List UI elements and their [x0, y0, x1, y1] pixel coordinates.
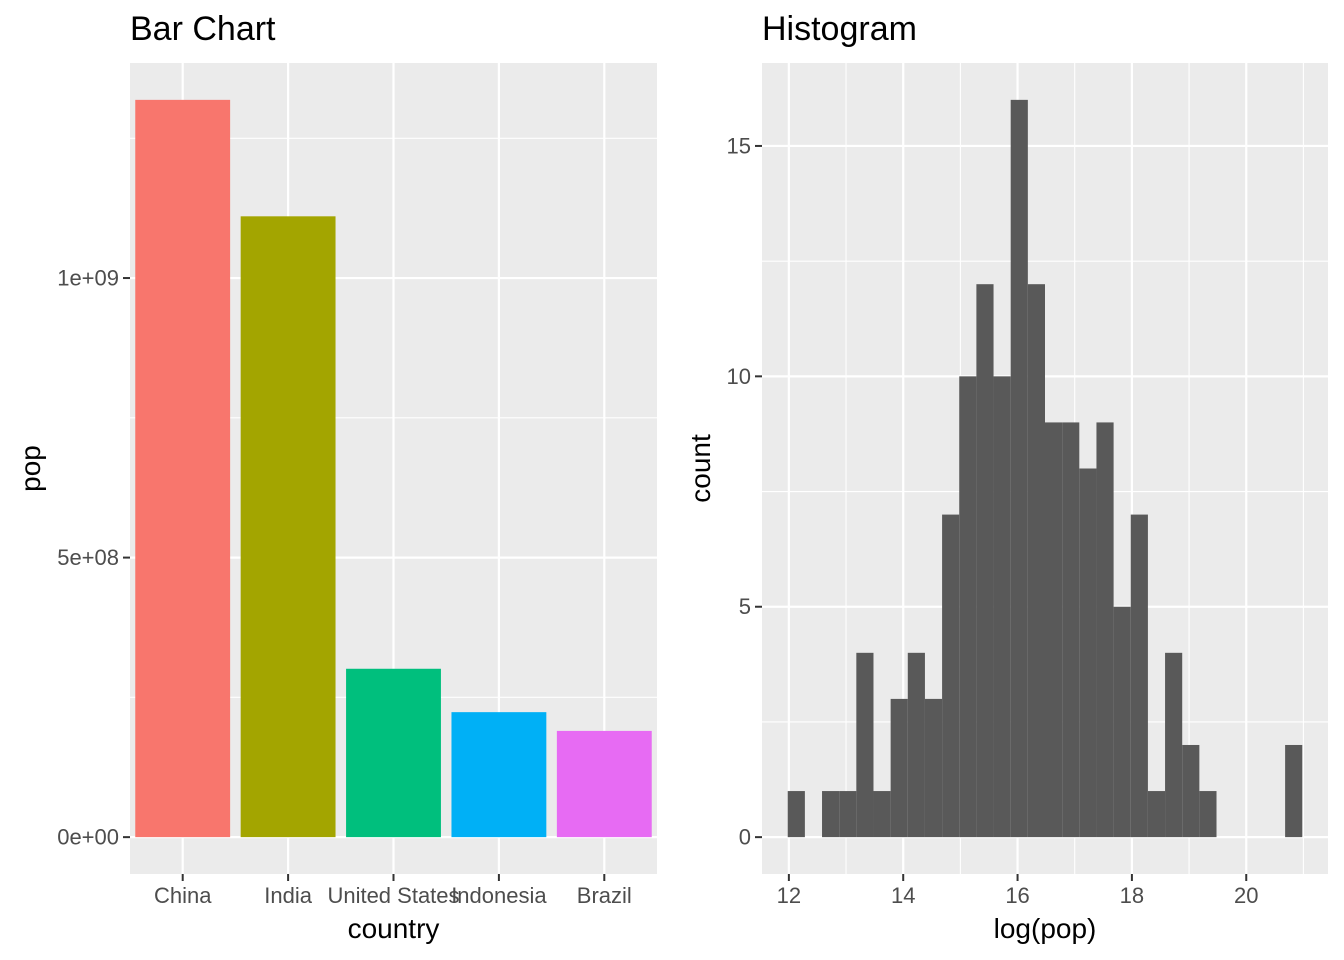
histogram-x-tick-label: 20 [1234, 883, 1258, 908]
bar-brazil [556, 730, 652, 838]
histogram-y-tick-label: 15 [727, 133, 751, 158]
histogram-bar [873, 791, 891, 838]
bar-chart-x-tick-label: United States [327, 883, 459, 908]
bar-chart-axes: 0e+00 5e+08 1e+09 China India United StatesIn… [57, 266, 632, 908]
histogram-bar [787, 791, 805, 838]
bar-chart-title: Bar Chart [130, 10, 276, 48]
bar-chart-x-tick-label: China [154, 883, 212, 908]
bar-chart-y-tick-label: 0e+00 [57, 825, 119, 850]
histogram-bar [924, 698, 943, 838]
histogram-bar [1045, 422, 1063, 838]
histogram-x-tick-label: 12 [777, 883, 801, 908]
histogram-bar [976, 284, 994, 838]
histogram-x-tick-label: 16 [1005, 883, 1029, 908]
histogram-bar [890, 698, 908, 838]
histogram-bar [1079, 468, 1097, 838]
histogram-y-axis-title: count [685, 434, 716, 503]
bar-chart-x-axis-title: country [348, 913, 440, 944]
histogram-y-tick-label: 10 [727, 364, 751, 389]
histogram-bars [787, 99, 1303, 838]
histogram-bar [1147, 791, 1166, 838]
histogram-bar [856, 652, 874, 838]
histogram-axes: 0 5 10 15 12 14 16 18 20 [727, 133, 1259, 908]
bar-chart-bars [135, 99, 652, 838]
bar-chart-y-tick-label: 5e+08 [57, 545, 119, 570]
histogram-bar [839, 791, 857, 838]
bar-chart-x-tick-label: Indonesia [451, 883, 547, 908]
bar-chart-x-tick-label: Brazil [577, 883, 632, 908]
histogram-bar [1199, 791, 1217, 838]
histogram-bar [1096, 422, 1114, 838]
histogram-bar [1010, 99, 1028, 838]
histogram-bar [1182, 744, 1200, 838]
bar-chart-x-tick-label: India [264, 883, 312, 908]
histogram-bar [959, 376, 977, 838]
histogram-y-tick-label: 0 [739, 825, 751, 850]
bar-chart-y-tick-label: 1e+09 [57, 266, 119, 291]
histogram-x-tick-label: 18 [1120, 883, 1144, 908]
bar-indonesia [451, 712, 547, 838]
bar-china [135, 99, 231, 838]
histogram-bar [1027, 284, 1045, 838]
histogram-bar [942, 514, 960, 838]
histogram-bar [1130, 514, 1148, 838]
histogram-y-tick-label: 5 [739, 594, 751, 619]
histogram-bar [1113, 606, 1131, 838]
bar-united-states [346, 668, 441, 838]
histogram-title: Histogram [762, 10, 917, 48]
histogram-x-tick-label: 14 [891, 883, 915, 908]
bar-india [240, 216, 336, 838]
bar-chart-y-axis-title: pop [15, 445, 46, 492]
histogram-x-axis-title: log(pop) [994, 913, 1097, 944]
bar-chart-panel: Bar Chart 0e+00 5e+08 1e+09 China India Unite… [15, 10, 657, 944]
histogram-bar [1165, 652, 1183, 838]
histogram-bar [1285, 744, 1303, 838]
histogram-bar [822, 791, 840, 838]
histogram-bar [993, 376, 1011, 838]
histogram-panel: Histogram 0 5 10 15 12 14 16 18 20 log(pop) coun… [685, 10, 1328, 944]
histogram-bar [907, 652, 925, 838]
histogram-bar [1062, 422, 1080, 838]
